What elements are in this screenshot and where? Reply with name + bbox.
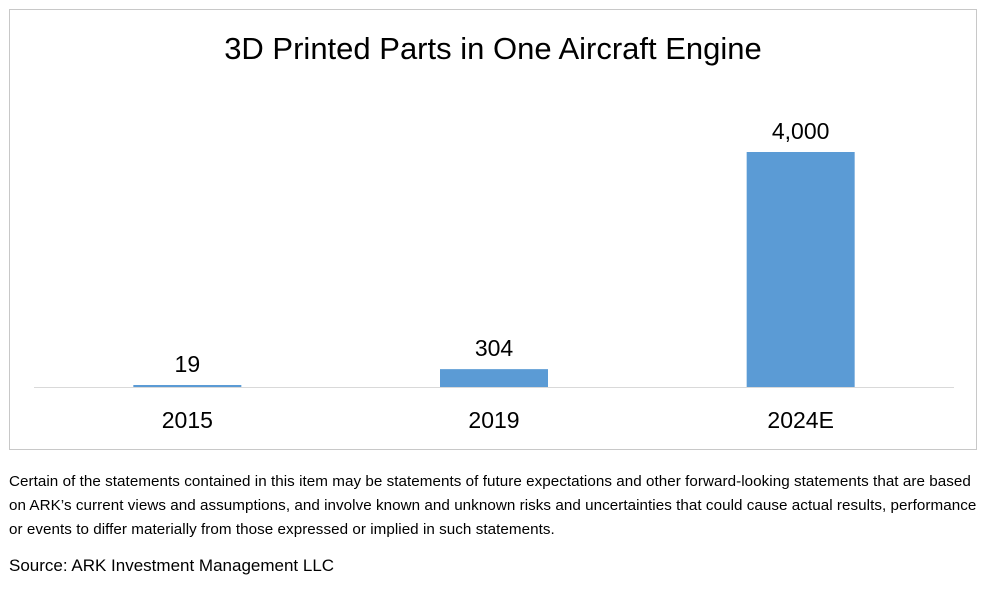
x-tick-label-2024E: 2024E bbox=[767, 407, 834, 433]
bar-2019 bbox=[440, 369, 548, 387]
source-text: Source: ARK Investment Management LLC bbox=[9, 556, 335, 575]
bar-chart: 3D Printed Parts in One Aircraft Engine … bbox=[34, 31, 954, 433]
data-label-2024E: 4,000 bbox=[772, 118, 830, 144]
bar-2024E bbox=[746, 152, 855, 387]
data-label-2015: 19 bbox=[175, 351, 201, 377]
bar-2015 bbox=[133, 385, 242, 387]
x-tick-label-2019: 2019 bbox=[468, 407, 519, 433]
chart-title: 3D Printed Parts in One Aircraft Engine bbox=[224, 31, 762, 66]
labels-group: 19 2015 304 2019 4,000 2024E bbox=[162, 118, 834, 433]
disclaimer-text: Certain of the statements contained in t… bbox=[9, 473, 977, 538]
x-tick-label-2015: 2015 bbox=[162, 407, 213, 433]
bars-group bbox=[133, 152, 855, 387]
data-label-2019: 304 bbox=[475, 335, 514, 361]
chart-frame: 3D Printed Parts in One Aircraft Engine … bbox=[9, 9, 977, 450]
